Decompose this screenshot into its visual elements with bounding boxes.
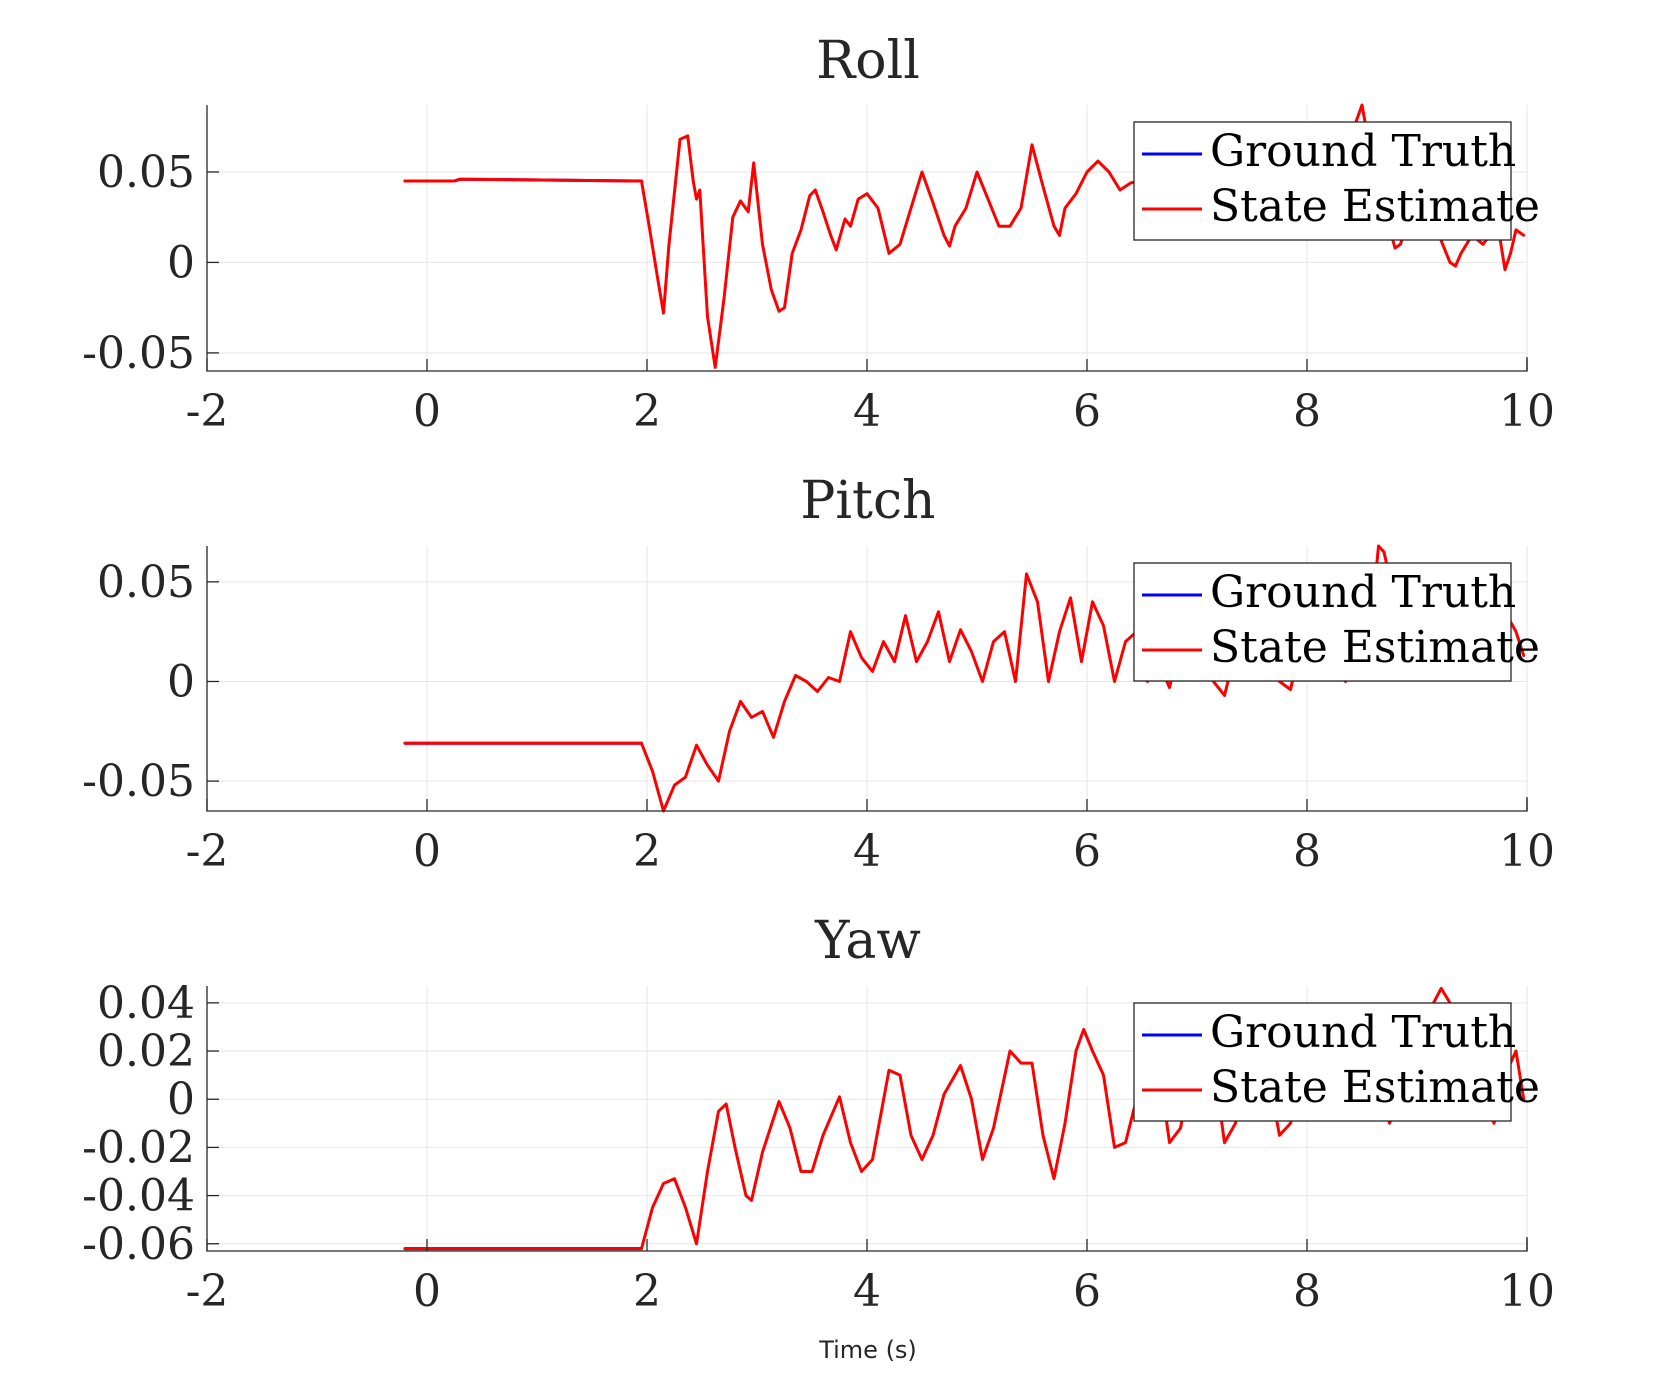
roll-x-tick-label: -2: [186, 386, 229, 437]
roll-legend-state-estimate-label: State Estimate: [1210, 181, 1540, 232]
roll-x-tick-label: 10: [1499, 386, 1555, 437]
roll-legend-ground-truth-label: Ground Truth: [1210, 126, 1516, 177]
pitch-data-lines: [403, 544, 1526, 813]
roll-legend: Ground Truth State Estimate: [1133, 121, 1540, 241]
roll-y-tick-label: 0.05: [97, 147, 195, 198]
pitch-title: Pitch: [800, 471, 935, 531]
yaw-y-tick-label: -0.06: [82, 1219, 195, 1270]
yaw-x-tick-label: 6: [1073, 1266, 1101, 1317]
pitch-axes: -2 0 2 4 6 8 10 -0.05 0 0.05: [82, 546, 1555, 877]
pitch-x-tick-label: 4: [853, 826, 881, 877]
pitch-legend-box: [1133, 562, 1512, 682]
yaw-legend: Ground Truth State Estimate: [1133, 1002, 1540, 1122]
yaw-y-tick-label: -0.02: [82, 1122, 195, 1173]
pitch-panel: Pitch -2 0 2 4 6 8 10 -0.05 0 0.05 Ground Truth S…: [82, 471, 1555, 877]
yaw-x-tick-label: -2: [186, 1266, 229, 1317]
roll-panel: Roll -2 0 2 4 6 8 10 -0.05 0 0.05 Ground Truth St…: [82, 31, 1555, 437]
yaw-title: Yaw: [814, 911, 921, 971]
yaw-y-tick-label: 0.04: [97, 978, 195, 1029]
roll-x-tick-label: 0: [413, 386, 441, 437]
pitch-legend: Ground Truth State Estimate: [1133, 562, 1540, 682]
yaw-y-tick-label: 0.02: [97, 1026, 195, 1077]
yaw-x-tick-label: 0: [413, 1266, 441, 1317]
pitch-axis-lines: [206, 546, 1528, 812]
roll-x-tick-label: 8: [1293, 386, 1321, 437]
yaw-x-axis-label: Time (s): [818, 1336, 917, 1364]
yaw-x-tick-label: 2: [633, 1266, 661, 1317]
yaw-x-tick-label: 8: [1293, 1266, 1321, 1317]
yaw-axis-lines: [206, 986, 1528, 1252]
roll-x-tick-label: 6: [1073, 386, 1101, 437]
pitch-x-tick-label: 2: [633, 826, 661, 877]
roll-x-tick-label: 4: [853, 386, 881, 437]
yaw-legend-ground-truth-label: Ground Truth: [1210, 1007, 1516, 1058]
pitch-y-tick-label: -0.05: [82, 756, 195, 807]
roll-axes: -2 0 2 4 6 8 10 -0.05 0 0.05: [82, 105, 1555, 437]
pitch-series-state-estimate: [403, 544, 1526, 813]
pitch-x-tick-label: 0: [413, 826, 441, 877]
yaw-y-tick-label: -0.04: [82, 1171, 195, 1222]
roll-legend-box: [1133, 121, 1512, 241]
yaw-y-tick-label: 0: [167, 1074, 195, 1125]
roll-x-tick-label: 2: [633, 386, 661, 437]
pitch-y-tick-label: 0.05: [97, 557, 195, 608]
pitch-x-tick-label: 6: [1073, 826, 1101, 877]
yaw-legend-state-estimate-label: State Estimate: [1210, 1062, 1540, 1113]
pitch-y-tick-label: 0: [167, 656, 195, 707]
yaw-legend-box: [1133, 1002, 1512, 1122]
pitch-x-tick-label: 8: [1293, 826, 1321, 877]
roll-y-tick-label: 0: [167, 237, 195, 288]
pitch-x-tick-label: -2: [186, 826, 229, 877]
yaw-x-tick-label: 10: [1499, 1266, 1555, 1317]
roll-y-tick-label: -0.05: [82, 328, 195, 379]
roll-title: Roll: [816, 31, 920, 91]
pitch-legend-ground-truth-label: Ground Truth: [1210, 567, 1516, 618]
roll-axis-lines: [206, 105, 1528, 372]
yaw-x-tick-label: 4: [853, 1266, 881, 1317]
pitch-x-tick-label: 10: [1499, 826, 1555, 877]
pitch-legend-state-estimate-label: State Estimate: [1210, 622, 1540, 673]
